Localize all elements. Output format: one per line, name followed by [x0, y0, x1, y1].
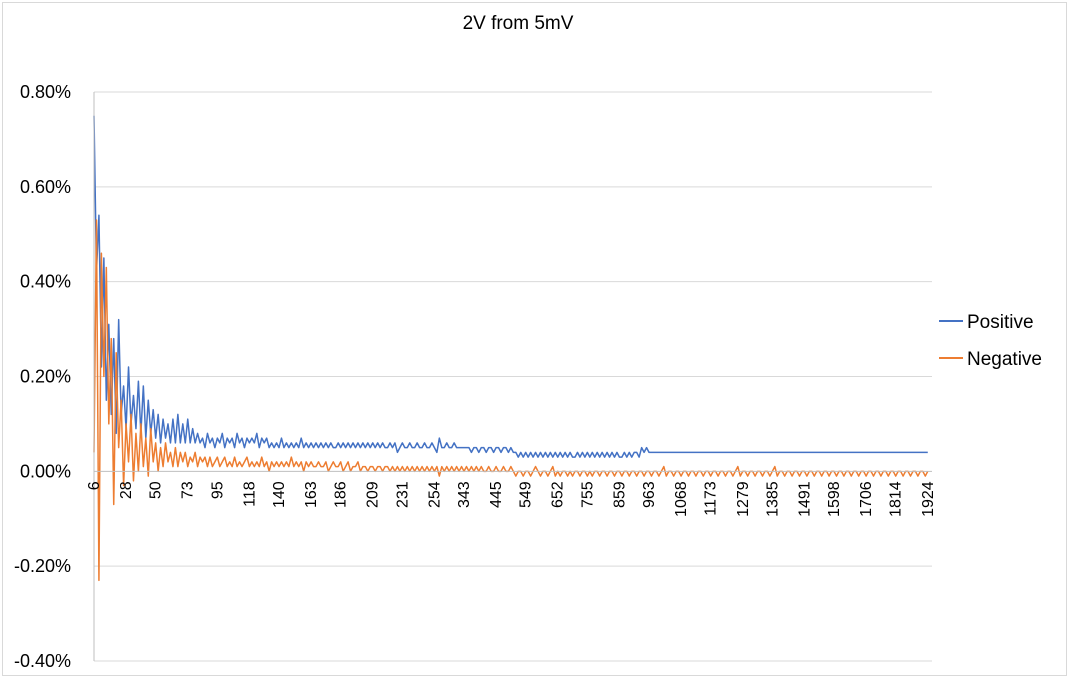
- x-tick-label: 755: [579, 481, 596, 508]
- gridlines: [94, 91, 932, 662]
- x-tick-label: 1706: [858, 481, 875, 517]
- x-tick-label: 50: [148, 481, 165, 499]
- x-tick-label: 343: [456, 481, 473, 508]
- x-tick-label: 209: [365, 481, 382, 508]
- x-tick-label: 140: [271, 481, 288, 508]
- x-tick-label: 73: [180, 481, 197, 499]
- y-tick-label: 0.60%: [20, 177, 71, 197]
- x-tick-label: 859: [611, 481, 628, 508]
- y-tick-label: 0.20%: [20, 367, 71, 387]
- x-tick-label: 1068: [673, 481, 690, 517]
- x-tick-label: 1491: [796, 481, 813, 517]
- legend-label: Negative: [967, 349, 1042, 370]
- x-tick-label: 95: [209, 481, 226, 499]
- x-tick-label: 231: [394, 481, 411, 508]
- line-chart: -0.40% -0.20% 0.00% 0.20% 0.40% 0.60% 0.80% 6 28…: [14, 13, 1042, 671]
- x-tick-label: 254: [426, 481, 443, 508]
- chart-title: 2V from 5mV: [463, 13, 574, 34]
- x-tick-label: 28: [118, 481, 135, 499]
- x-tick-label: 1173: [703, 481, 720, 516]
- x-tick-label: 1924: [920, 481, 937, 517]
- x-tick-label: 652: [550, 481, 567, 508]
- legend-label: Positive: [967, 312, 1034, 333]
- x-tick-label: 118: [241, 481, 258, 507]
- legend: Positive Negative: [939, 312, 1042, 370]
- y-tick-label: 0.80%: [20, 82, 71, 102]
- y-tick-label: 0.40%: [20, 272, 71, 292]
- x-tick-label: 163: [303, 481, 320, 508]
- x-tick-label: 1385: [764, 481, 781, 517]
- x-tick-label: 963: [641, 481, 658, 508]
- series-line-positive: [93, 115, 928, 458]
- x-tick-label: 1598: [826, 481, 843, 517]
- y-tick-label: -0.40%: [14, 651, 71, 671]
- series-line-negative: [93, 219, 929, 582]
- x-tick-label: 1279: [735, 481, 752, 517]
- x-tick-label: 445: [488, 481, 505, 508]
- x-tick-label: 6: [86, 481, 103, 490]
- x-tick-label: 1814: [888, 481, 905, 517]
- x-tick-label: 549: [518, 481, 535, 508]
- y-tick-label: 0.00%: [20, 461, 71, 481]
- x-tick-label: 186: [333, 481, 350, 508]
- y-tick-label: -0.20%: [14, 556, 71, 576]
- axes: -0.40% -0.20% 0.00% 0.20% 0.40% 0.60% 0.80% 6 28…: [14, 82, 937, 671]
